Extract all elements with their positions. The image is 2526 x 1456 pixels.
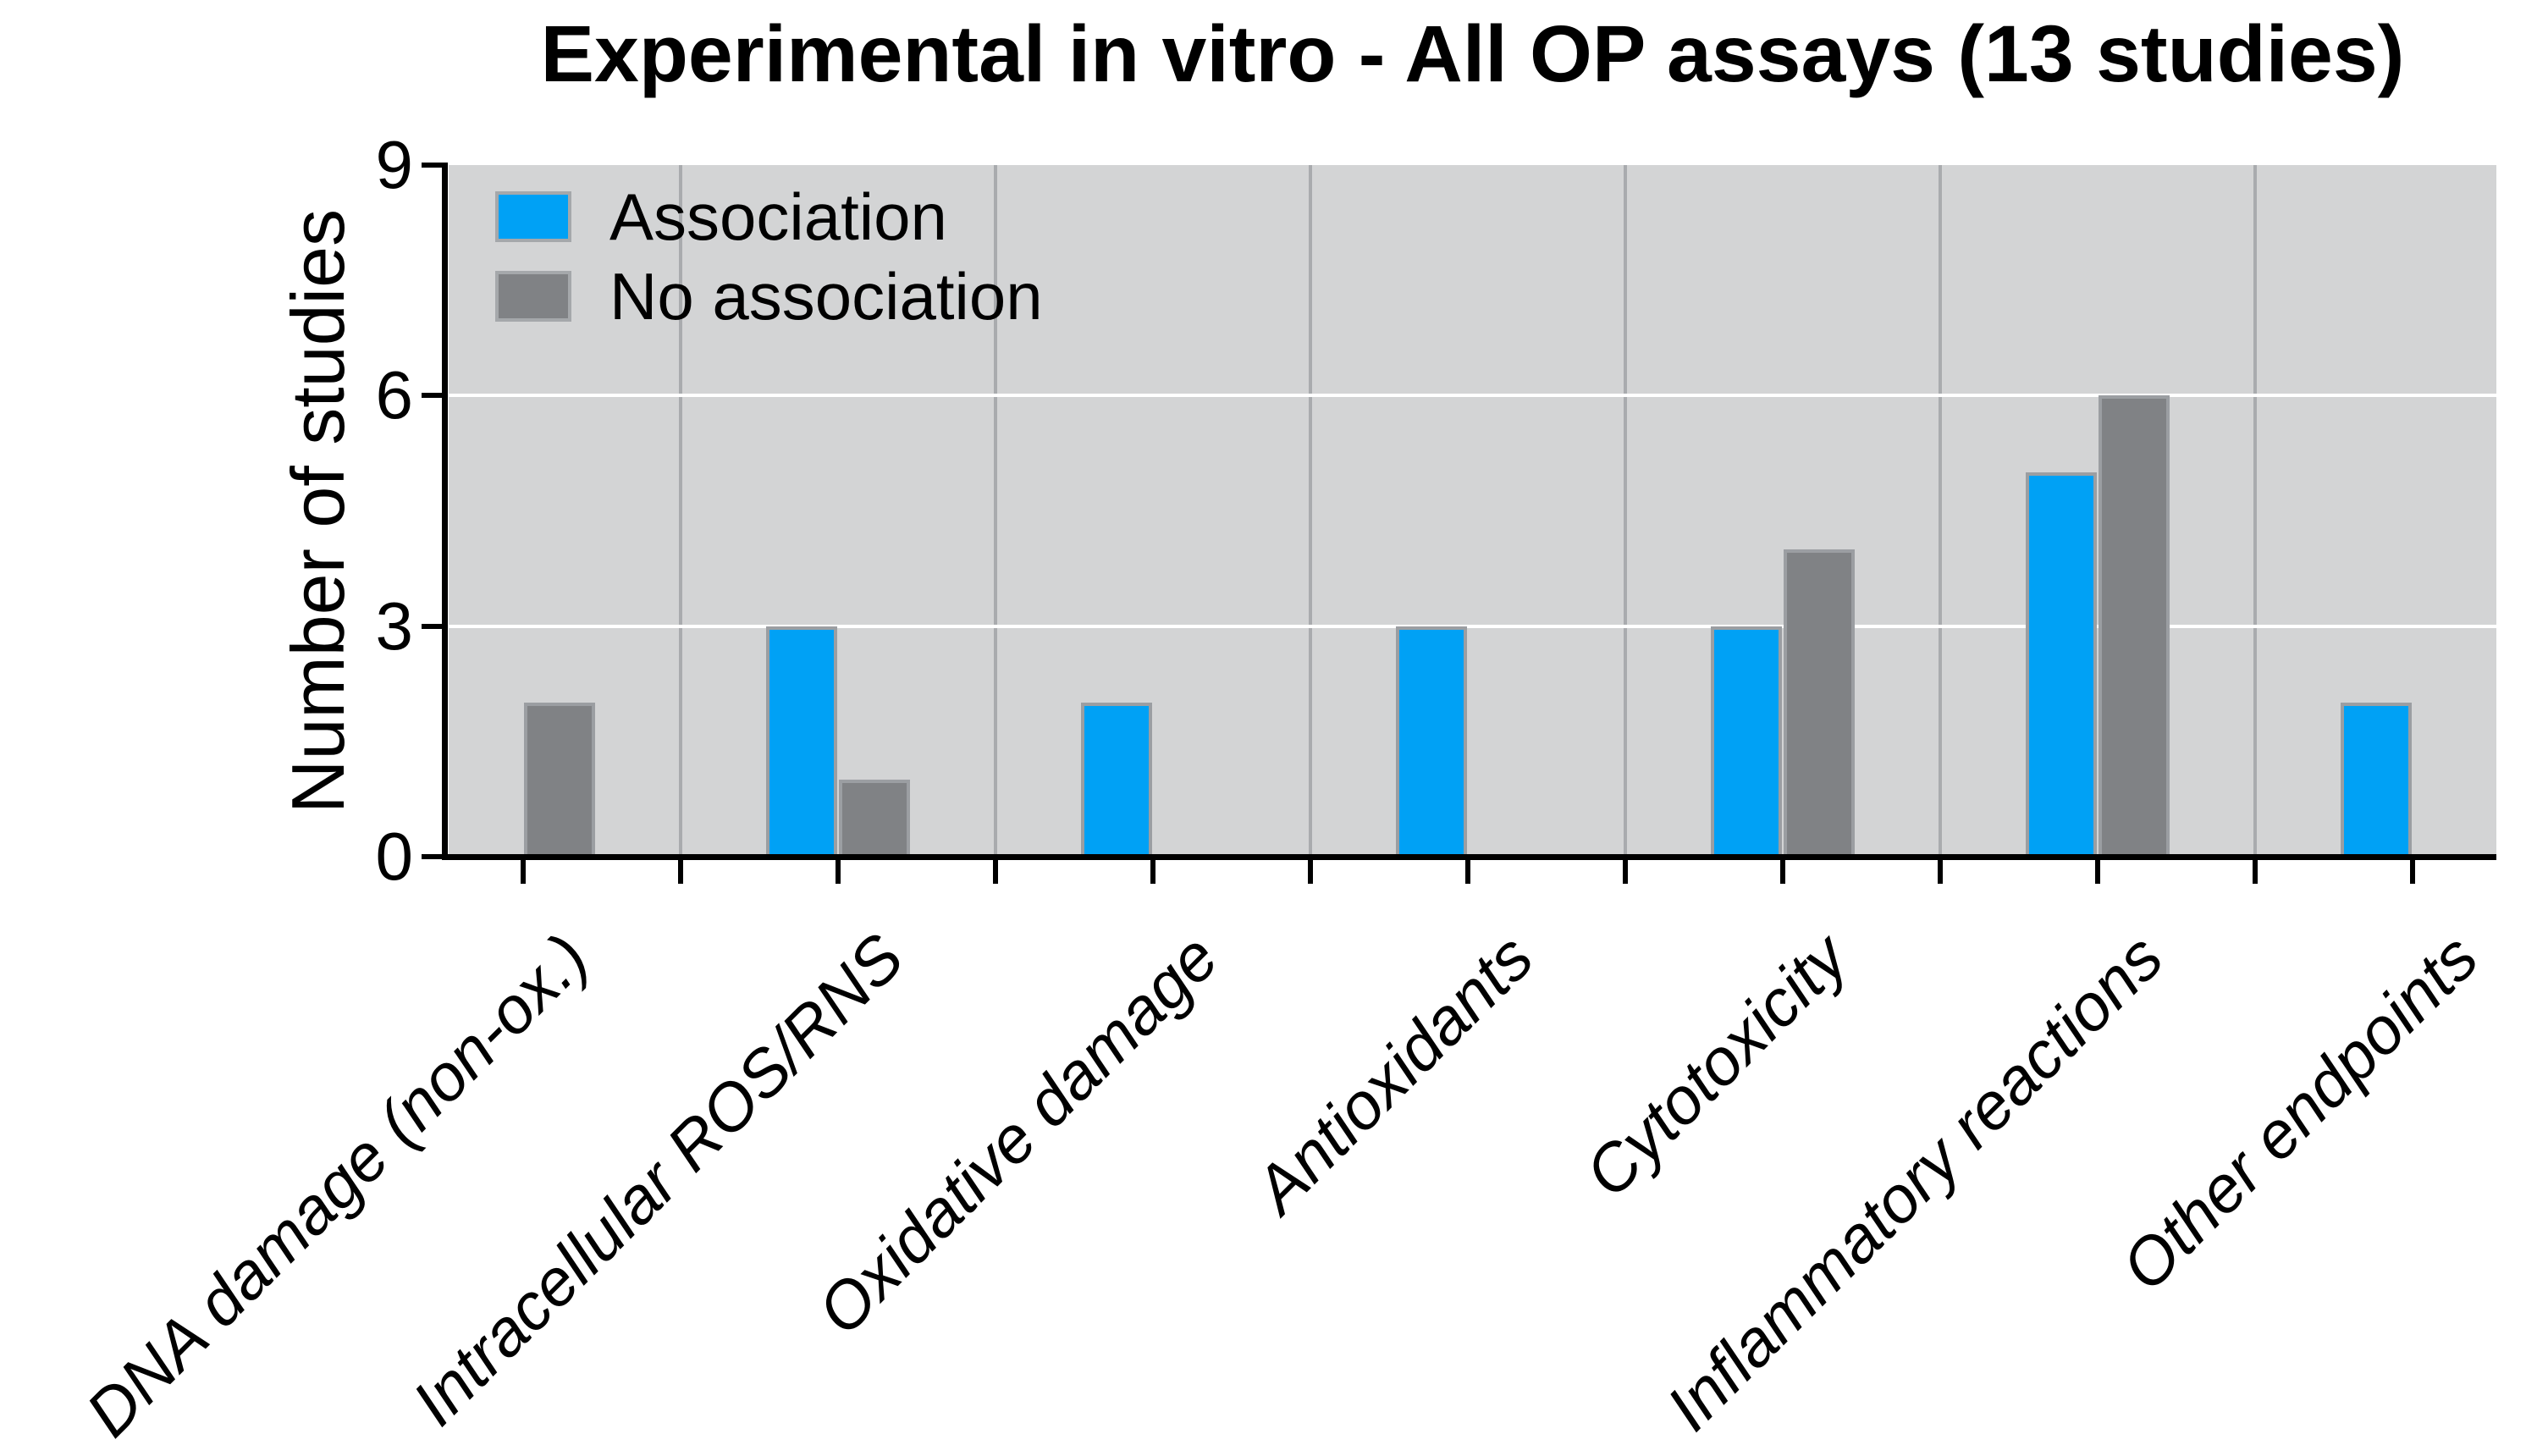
x-tick	[1938, 860, 1943, 884]
y-tick-label: 0	[375, 819, 414, 894]
bar-no-association	[524, 703, 595, 857]
y-tick	[422, 163, 442, 168]
bar-association	[1711, 626, 1782, 857]
y-tick-label: 3	[375, 587, 414, 664]
gridline-horizontal	[449, 394, 2496, 398]
gridline-vertical	[1939, 165, 1942, 857]
x-tick	[2253, 860, 2258, 884]
y-tick	[422, 393, 442, 399]
x-tick	[1780, 860, 1785, 884]
gridline-horizontal	[449, 624, 2496, 628]
x-tick	[993, 860, 998, 884]
gridline-vertical	[1624, 165, 1627, 857]
gridline-vertical	[994, 165, 997, 857]
bar-no-association	[1784, 549, 1855, 857]
x-tick	[1150, 860, 1155, 884]
x-tick	[521, 860, 526, 884]
bar-association	[766, 626, 837, 857]
y-axis-line	[442, 163, 448, 860]
x-tick	[836, 860, 841, 884]
x-tick	[2410, 860, 2415, 884]
x-tick	[2095, 860, 2100, 884]
bar-association	[1396, 626, 1467, 857]
y-tick	[422, 854, 442, 859]
x-tick-label: Cytotoxicity	[1570, 919, 1862, 1211]
gridline-vertical	[2253, 165, 2257, 857]
x-tick	[1465, 860, 1470, 884]
y-tick	[422, 623, 442, 629]
legend-label-no-association: No association	[609, 259, 1043, 334]
bar-no-association	[839, 780, 910, 857]
legend-swatch-no-association	[495, 271, 571, 322]
bar-association	[2341, 703, 2412, 857]
x-tick-label: Antioxidants	[1239, 919, 1547, 1227]
bar-no-association	[2099, 395, 2170, 857]
y-tick-label: 6	[375, 357, 414, 433]
gridline-vertical	[1309, 165, 1312, 857]
y-tick-label: 9	[375, 127, 414, 202]
x-tick	[678, 860, 683, 884]
x-axis-line	[442, 854, 2496, 860]
x-tick	[1623, 860, 1628, 884]
legend-label-association: Association	[609, 179, 947, 254]
gridline-vertical	[679, 165, 682, 857]
chart-title: Experimental in vitro - All OP assays (1…	[540, 9, 2405, 99]
bar-association	[1081, 703, 1152, 857]
x-tick	[1308, 860, 1313, 884]
legend-swatch-association	[495, 191, 571, 242]
bar-association	[2026, 472, 2097, 857]
